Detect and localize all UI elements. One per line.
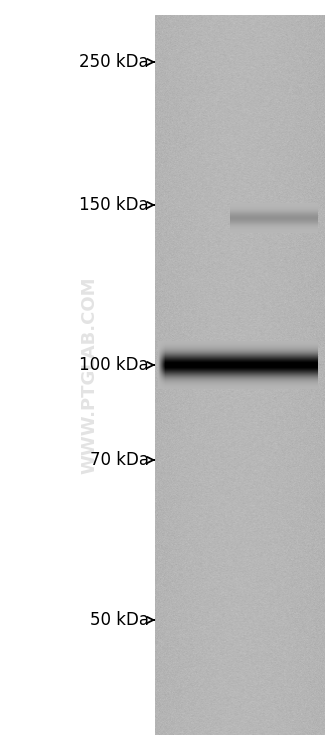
Text: WWW.PTGLAB.COM: WWW.PTGLAB.COM (80, 276, 98, 474)
Text: 150 kDa: 150 kDa (80, 196, 149, 214)
Text: 250 kDa: 250 kDa (80, 53, 149, 71)
Text: 50 kDa: 50 kDa (90, 611, 149, 629)
Text: 100 kDa: 100 kDa (80, 356, 149, 374)
Text: 70 kDa: 70 kDa (90, 451, 149, 469)
